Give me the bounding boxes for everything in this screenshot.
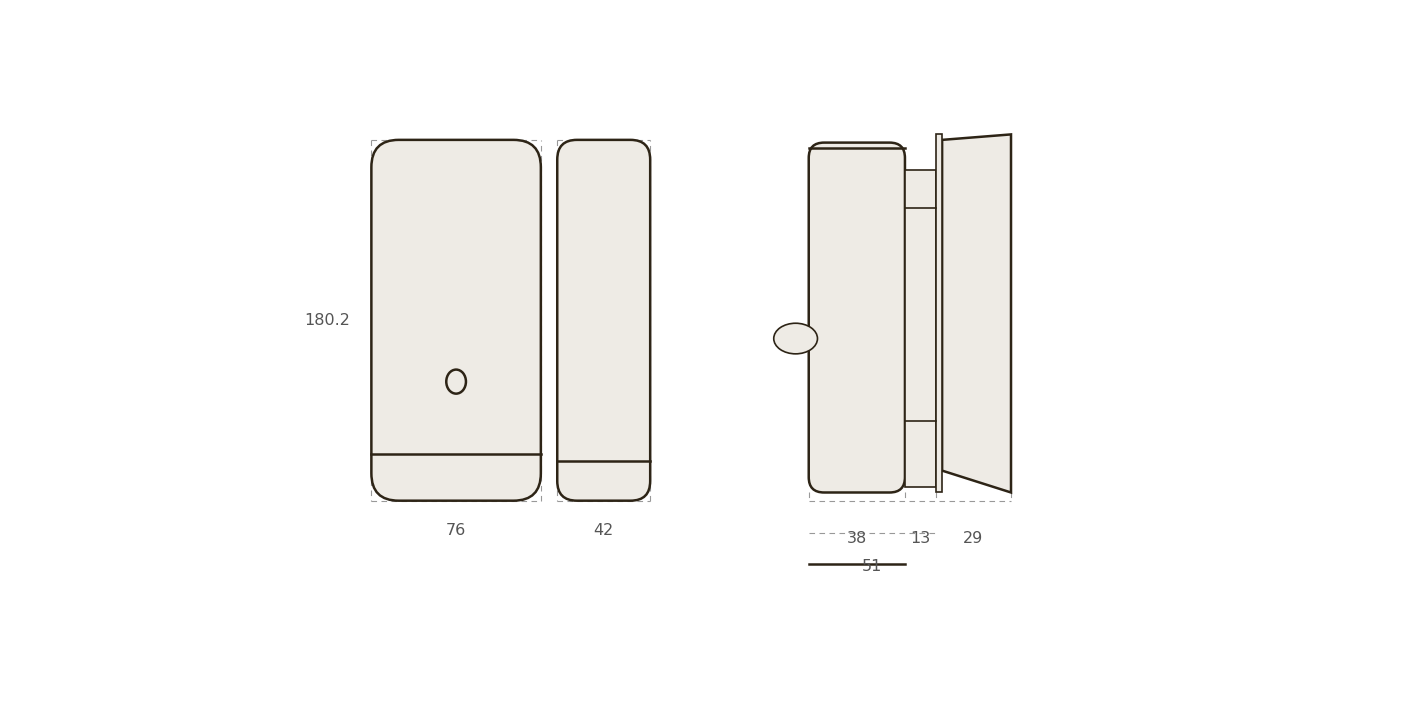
FancyBboxPatch shape — [372, 140, 540, 501]
Polygon shape — [942, 134, 1011, 493]
Text: 42: 42 — [594, 523, 614, 538]
Text: 51: 51 — [862, 559, 882, 574]
Ellipse shape — [774, 323, 818, 354]
Ellipse shape — [447, 370, 467, 393]
Text: 13: 13 — [910, 532, 930, 547]
Text: 180.2: 180.2 — [305, 313, 350, 328]
Text: 38: 38 — [847, 532, 866, 547]
Text: 76: 76 — [447, 523, 467, 538]
Text: 29: 29 — [963, 532, 984, 547]
Bar — [936, 134, 942, 493]
FancyBboxPatch shape — [557, 140, 651, 501]
Bar — [905, 170, 936, 487]
FancyBboxPatch shape — [808, 143, 905, 493]
